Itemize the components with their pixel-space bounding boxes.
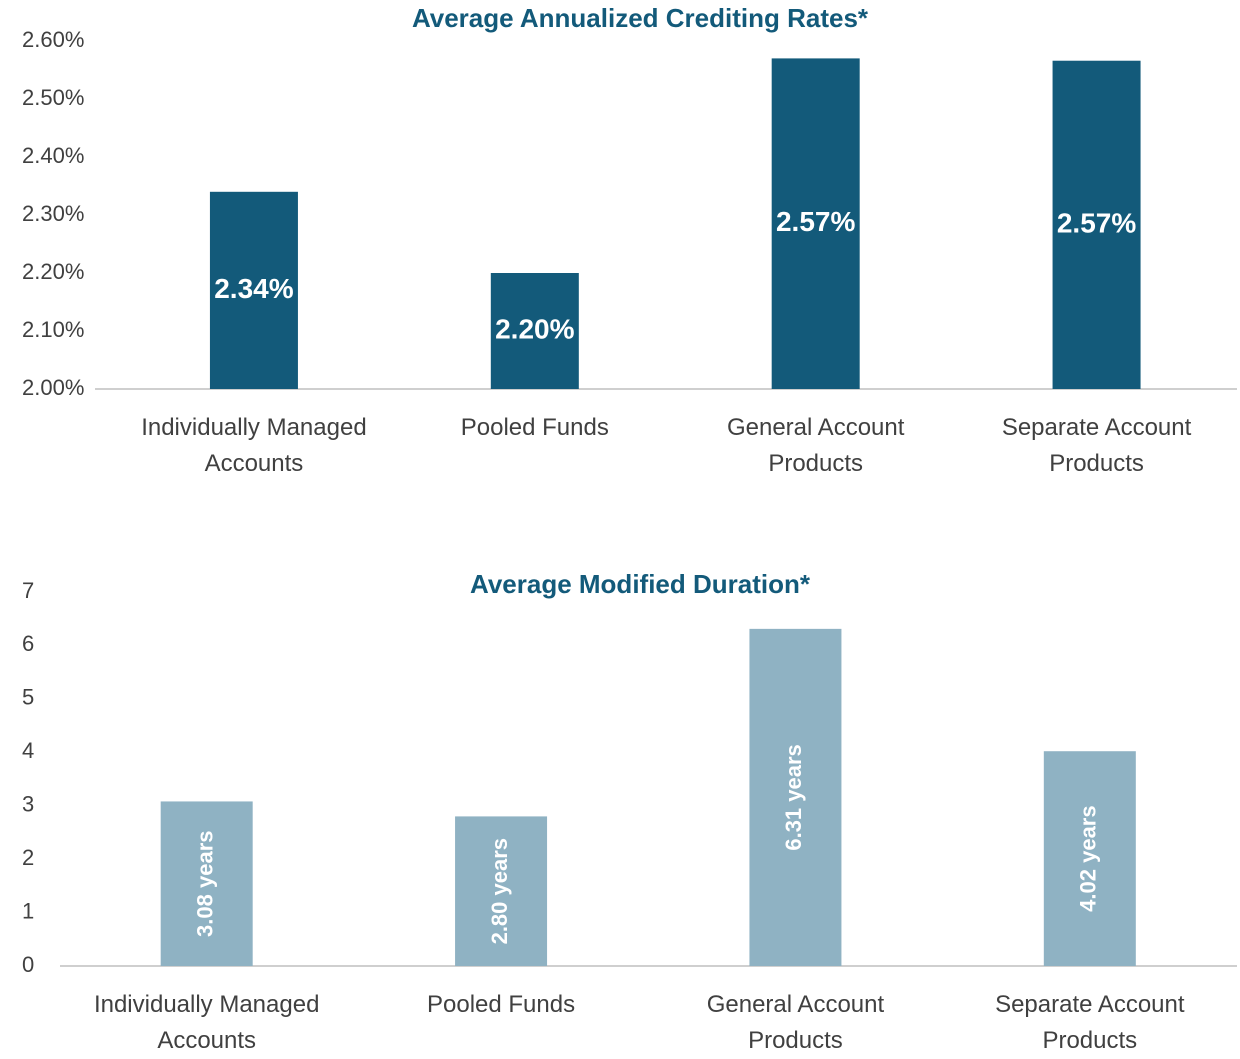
y-tick-label: 2.10% — [22, 317, 84, 342]
bar — [490, 273, 579, 389]
x-tick-label: Individually Managed Accounts — [93, 991, 320, 1054]
y-tick-label: 2.60% — [22, 27, 84, 52]
data-label: 2.80 years — [487, 838, 512, 944]
data-label: 4.02 years — [1076, 805, 1101, 911]
x-tick-label: Individually Managed Accounts — [141, 414, 367, 477]
bar — [1043, 751, 1136, 966]
x-tick-label: Separate Account Products — [995, 991, 1185, 1054]
data-label: 2.57% — [1057, 207, 1136, 238]
data-label: 2.57% — [776, 206, 855, 237]
y-tick-label: 7 — [22, 578, 34, 603]
x-tick-label: General Account Products — [706, 991, 885, 1054]
data-label: 2.20% — [495, 313, 574, 344]
chart-title: Average Modified Duration* — [470, 569, 811, 599]
y-tick-label: 3 — [22, 792, 34, 817]
bar — [209, 191, 298, 389]
y-tick-label: 2.30% — [22, 201, 84, 226]
bar — [1052, 60, 1141, 389]
y-tick-label: 2.40% — [22, 143, 84, 168]
bar — [160, 801, 253, 966]
y-tick-label: 1 — [22, 898, 34, 923]
x-tick-label: Pooled Funds — [427, 991, 576, 1018]
x-tick-label: Pooled Funds — [460, 414, 609, 441]
y-tick-label: 2.20% — [22, 259, 84, 284]
y-tick-label: 4 — [22, 738, 34, 763]
data-label: 6.31 years — [781, 744, 806, 850]
y-tick-label: 2 — [22, 845, 34, 870]
data-label: 3.08 years — [193, 831, 218, 937]
y-tick-label: 2.00% — [22, 375, 84, 400]
bar — [771, 58, 860, 390]
chart-title: Average Annualized Crediting Rates* — [412, 3, 869, 33]
x-tick-label: Separate Account Products — [1001, 414, 1192, 477]
y-tick-label: 6 — [22, 631, 34, 656]
y-tick-label: 0 — [22, 952, 34, 977]
y-tick-label: 2.50% — [22, 85, 84, 110]
bar — [455, 816, 548, 966]
y-tick-label: 5 — [22, 685, 34, 710]
data-label: 2.34% — [214, 273, 293, 304]
bar — [749, 628, 842, 966]
x-tick-label: General Account Products — [726, 414, 905, 477]
